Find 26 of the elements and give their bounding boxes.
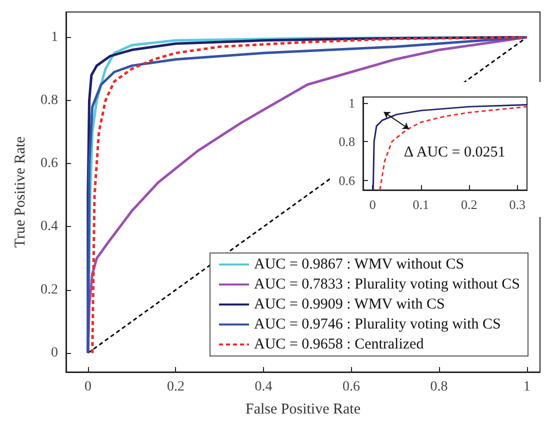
y-tick-label: 0.8 (338, 134, 355, 150)
y-tick-label: 0 (51, 346, 58, 361)
legend-label: AUC = 0.9867 : WMV without CS (254, 256, 464, 272)
x-tick-label: 0.2 (166, 380, 184, 394)
x-tick-label: 0.2 (460, 197, 478, 212)
y-tick-label: 0.6 (338, 172, 356, 188)
y-tick-label: 1 (51, 30, 58, 45)
x-tick-label: 0 (84, 380, 92, 394)
x-tick-label: 0.8 (430, 380, 448, 394)
y-tick-label: 0.4 (40, 219, 58, 234)
x-tick-label: 0.4 (254, 380, 272, 394)
legend-label: AUC = 0.9909 : WMV with CS (254, 296, 445, 312)
legend-label: AUC = 0.9746 : Plurality voting with CS (254, 316, 501, 332)
annotation: Δ AUC = 0.0251 (404, 144, 506, 160)
legend-label: AUC = 0.7833 : Plurality voting without CS (254, 276, 520, 292)
y-tick-label: 1 (348, 95, 355, 110)
y-tick-label: 0.2 (40, 282, 58, 298)
y-tick-label: 0.6 (40, 156, 58, 172)
x-tick-label: 0.3 (509, 197, 526, 212)
legend-label: AUC = 0.9658 : Centralized (254, 336, 424, 352)
y-axis-title: True Positive Rate (12, 136, 28, 248)
x-tick-label: 0.1 (412, 197, 430, 212)
x-tick-label: 0 (369, 197, 376, 212)
y-tick-label: 0.8 (40, 92, 58, 108)
x-axis-title: False Positive Rate (246, 402, 361, 418)
x-tick-label: 1 (523, 380, 530, 394)
